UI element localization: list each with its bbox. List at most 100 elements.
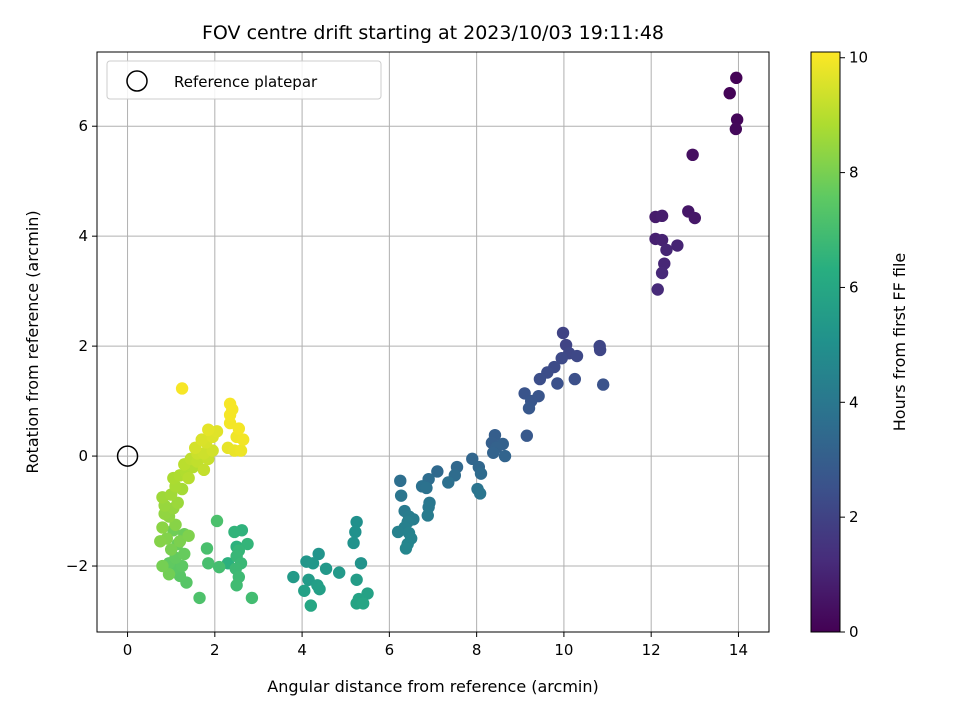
scatter-points xyxy=(154,71,744,612)
data-point xyxy=(313,582,326,596)
colorbar-tick-label: 4 xyxy=(849,393,859,411)
data-point xyxy=(332,566,346,579)
chart-title: FOV centre drift starting at 2023/10/03 … xyxy=(202,22,664,44)
data-point xyxy=(533,372,547,386)
data-point xyxy=(178,547,191,561)
data-point xyxy=(304,599,318,612)
data-point xyxy=(234,444,248,457)
data-point xyxy=(660,243,673,257)
data-point xyxy=(241,537,254,551)
data-point xyxy=(356,597,370,610)
data-point xyxy=(202,423,215,436)
colorbar-ticks: 0 2 4 6 8 10 xyxy=(840,49,868,641)
data-point xyxy=(596,378,610,391)
y-tick-label: 4 xyxy=(78,227,88,245)
colorbar-tick-label: 8 xyxy=(849,164,859,182)
x-tick-label: 6 xyxy=(385,641,395,659)
data-point xyxy=(520,429,534,442)
x-tick-label: 2 xyxy=(210,641,220,659)
data-point xyxy=(212,560,226,574)
data-point xyxy=(197,463,211,477)
data-point xyxy=(202,557,215,570)
data-point xyxy=(245,591,259,605)
reference-marker xyxy=(116,445,139,467)
data-point xyxy=(655,209,669,223)
data-point xyxy=(347,536,360,550)
data-point xyxy=(182,529,195,542)
data-point xyxy=(688,211,702,225)
data-point xyxy=(421,509,434,522)
data-point xyxy=(730,71,743,85)
colorbar-label: Hours from first FF file xyxy=(890,253,909,432)
y-tick-label: 2 xyxy=(78,337,88,355)
data-point xyxy=(658,257,671,270)
data-point xyxy=(473,487,487,500)
data-point xyxy=(556,326,570,340)
data-point xyxy=(723,87,736,100)
data-point xyxy=(306,557,320,570)
data-point xyxy=(442,476,455,489)
data-point xyxy=(651,283,664,296)
reference-marker-group xyxy=(116,445,139,467)
grid-lines xyxy=(97,52,769,632)
data-point xyxy=(195,433,208,446)
data-point xyxy=(156,521,169,534)
plot-area-frame xyxy=(96,51,770,633)
legend-box xyxy=(106,60,382,100)
x-axis-label: Angular distance from reference (arcmin) xyxy=(267,677,598,696)
data-point xyxy=(354,557,368,570)
legend: Reference platepar xyxy=(106,60,382,100)
data-point xyxy=(164,543,178,556)
data-point xyxy=(312,547,325,561)
data-point xyxy=(350,573,363,586)
data-point xyxy=(555,352,568,365)
data-point xyxy=(232,422,246,435)
x-tick-label: 8 xyxy=(472,641,482,659)
data-point xyxy=(394,489,408,502)
data-point xyxy=(391,525,405,539)
y-axis-label: Rotation from reference (arcmin) xyxy=(23,210,42,473)
data-point xyxy=(230,579,243,592)
colorbar-tick-label: 2 xyxy=(849,508,859,526)
data-point xyxy=(730,113,744,126)
data-point xyxy=(729,122,743,136)
data-point xyxy=(671,239,684,252)
data-point xyxy=(349,525,362,539)
data-point xyxy=(431,465,444,478)
x-tick-label: 10 xyxy=(554,641,573,659)
data-point xyxy=(655,266,669,280)
colorbar-tick-label: 6 xyxy=(849,278,859,296)
x-tick-label: 12 xyxy=(642,641,661,659)
data-point xyxy=(298,584,311,597)
y-tick-label: −2 xyxy=(66,557,88,575)
data-point xyxy=(228,525,241,539)
data-point xyxy=(350,515,363,529)
colorbar-tick-label: 10 xyxy=(849,49,868,67)
x-tick-label: 0 xyxy=(123,641,133,659)
colorbar-tick-label: 0 xyxy=(849,623,859,641)
data-point xyxy=(487,446,500,459)
y-axis-ticks: −2 0 2 4 6 xyxy=(66,117,97,575)
legend-reference-marker xyxy=(126,70,148,92)
data-point xyxy=(210,514,224,528)
x-tick-label: 14 xyxy=(729,641,748,659)
data-point xyxy=(568,372,582,386)
x-tick-label: 4 xyxy=(297,641,307,659)
x-axis-ticks: 0 2 4 6 8 10 12 14 xyxy=(123,632,748,659)
data-point xyxy=(399,542,413,555)
data-point xyxy=(420,481,433,495)
data-point xyxy=(474,467,488,480)
data-point xyxy=(182,471,195,485)
data-point xyxy=(551,377,564,390)
data-point xyxy=(593,343,607,357)
data-point xyxy=(686,148,699,162)
data-point xyxy=(223,397,237,411)
data-point xyxy=(193,591,206,605)
legend-entry-label: Reference platepar xyxy=(174,73,318,91)
data-point xyxy=(236,433,250,446)
y-tick-label: 0 xyxy=(78,447,88,465)
data-point xyxy=(570,349,584,363)
data-point xyxy=(655,233,669,247)
data-point xyxy=(287,570,300,584)
